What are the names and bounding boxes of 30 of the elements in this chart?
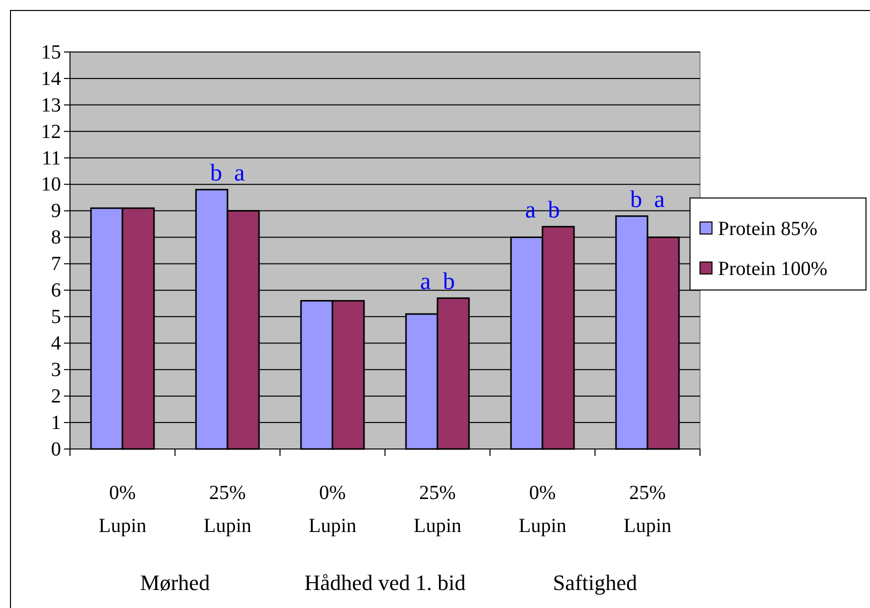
y-tick-label: 0: [51, 438, 61, 460]
legend-label: Protein 85%: [718, 218, 818, 240]
text: Mørhed: [140, 570, 210, 595]
x-tick-label: 0% Lupin: [518, 482, 566, 537]
y-tick-label: 15: [41, 41, 61, 64]
y-tick-label: 7: [51, 253, 61, 276]
y-tick-label: 9: [51, 200, 61, 222]
y-tick-label: 5: [51, 306, 61, 328]
legend-label: Protein 100%: [718, 258, 828, 280]
x-tick-label: 0% Lupin: [98, 482, 146, 537]
y-tick-label: 11: [42, 147, 61, 170]
x-tick-label: 25% Lupin: [624, 482, 672, 537]
y-tick-label: 13: [41, 94, 61, 116]
x-tick-label: 25% Lupin: [204, 482, 252, 537]
y-tick-label: 3: [51, 359, 61, 381]
annotation: b a: [210, 160, 246, 187]
x-tick-label: 25% Lupin: [414, 482, 462, 537]
y-tick-label: 2: [51, 385, 61, 408]
y-tick-label: 6: [51, 280, 61, 302]
y-tick-label: 14: [41, 68, 61, 90]
annotation: a b: [420, 269, 455, 296]
y-tick-label: 12: [41, 120, 61, 143]
y-tick-label: 1: [51, 412, 61, 434]
text: Saftighed: [552, 570, 638, 595]
annotation: b a: [630, 187, 666, 214]
text: Hådhed ved 1. bid: [304, 570, 466, 595]
y-tick-label: 4: [51, 332, 61, 355]
y-tick-label: 8: [51, 226, 61, 249]
y-tick-label: 10: [41, 174, 61, 196]
x-tick-label: 0% Lupin: [308, 482, 356, 537]
